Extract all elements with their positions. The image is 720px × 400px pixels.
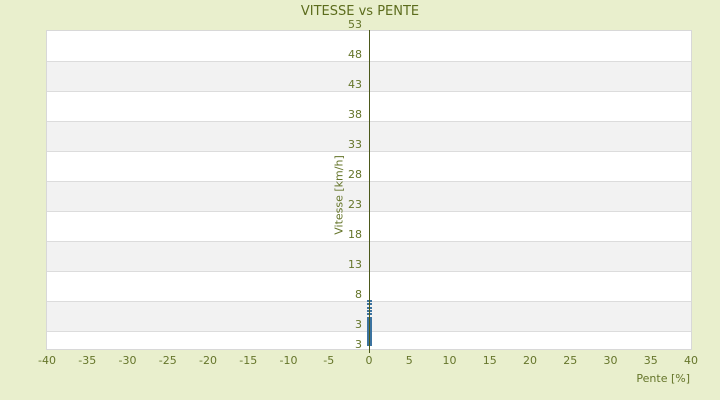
y-axis-min-label: 3 xyxy=(355,338,362,351)
x-tick-label: -5 xyxy=(323,354,335,367)
x-tick-label: -35 xyxy=(78,354,97,367)
x-tick-label: 25 xyxy=(563,354,578,367)
y-tick-label: 28 xyxy=(348,168,362,181)
chart-title: VITESSE vs PENTE xyxy=(300,4,420,19)
x-tick-label: 0 xyxy=(365,354,373,367)
y-tick-label: 8 xyxy=(355,288,362,301)
x-tick-label: -20 xyxy=(199,354,217,367)
y-tick-label: 38 xyxy=(348,108,362,121)
y-tick-label: 13 xyxy=(348,258,362,271)
x-axis-title: Pente [%] xyxy=(636,372,690,385)
y-tick-label: 3 xyxy=(355,318,362,331)
y-tick-label: 23 xyxy=(348,198,362,211)
x-tick-label: -10 xyxy=(279,354,298,367)
x-tick-label: 15 xyxy=(482,354,497,367)
x-tick-label: 5 xyxy=(405,354,413,367)
x-tick-label: -30 xyxy=(118,354,137,367)
x-tick-label: 20 xyxy=(523,354,537,367)
y-tick-label: 33 xyxy=(348,138,362,151)
x-tick-label: -15 xyxy=(239,354,258,367)
y-tick-label: 48 xyxy=(348,48,362,61)
y-tick-label: 43 xyxy=(348,78,362,91)
y-axis-zero-line xyxy=(369,30,370,353)
x-tick-label: 40 xyxy=(684,354,698,367)
y-tick-label: 53 xyxy=(348,18,362,31)
x-tick-label: 30 xyxy=(603,354,618,367)
x-tick-label: 35 xyxy=(643,354,658,367)
y-axis-title: Vitesse [km/h] xyxy=(332,155,346,235)
x-tick-label: -40 xyxy=(38,354,56,367)
x-tick-label: 10 xyxy=(442,354,457,367)
x-tick-label: -25 xyxy=(158,354,177,367)
y-tick-label: 18 xyxy=(348,228,362,241)
